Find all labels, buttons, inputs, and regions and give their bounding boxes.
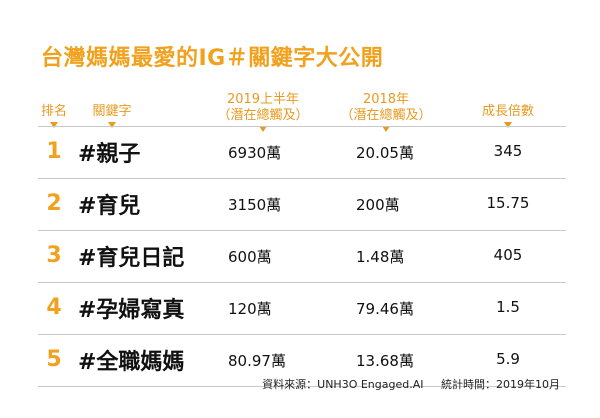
reach-2019: 600萬 [228, 248, 272, 266]
table-row: 4 #孕婦寫真 120萬 79.46萬 1.5 [0, 283, 600, 335]
header-2019: 2019上半年 （潛在總觸及） [208, 92, 318, 132]
row-divider [38, 178, 566, 179]
header-2018-line2: （潛在總觸及） [340, 108, 432, 123]
table-row: 3 #育兒日記 600萬 1.48萬 405 [0, 231, 600, 283]
rank-number: 1 [46, 139, 62, 164]
growth-multiple: 1.5 [496, 298, 520, 316]
rank-number: 4 [46, 295, 62, 320]
arrow-down-icon [259, 126, 267, 132]
header-2018: 2018年 （潛在總觸及） [336, 92, 436, 132]
arrow-down-icon [50, 122, 58, 128]
arrow-down-icon [108, 122, 116, 128]
footer: 資料來源：UNH3O Engaged.AI 統計時間：2019年10月 [262, 376, 560, 392]
reach-2019: 6930萬 [228, 144, 282, 162]
reach-2018: 79.46萬 [356, 300, 414, 318]
reach-2019: 3150萬 [228, 196, 282, 214]
keyword: #育兒 [78, 194, 141, 219]
growth-multiple: 5.9 [496, 350, 520, 368]
table-row: 2 #育兒 3150萬 200萬 15.75 [0, 179, 600, 231]
reach-2018: 13.68萬 [356, 352, 414, 370]
header-growth-label: 成長倍數 [481, 104, 534, 119]
row-divider [38, 386, 566, 387]
row-divider [38, 282, 566, 283]
header-divider [38, 126, 566, 127]
date-note: 統計時間：2019年10月 [441, 378, 560, 391]
rank-number: 3 [46, 243, 62, 268]
reach-2019: 80.97萬 [228, 352, 286, 370]
header-keyword-label: 關鍵字 [92, 104, 132, 119]
keyword: #親子 [78, 142, 141, 167]
rank-number: 5 [46, 347, 62, 372]
header-growth: 成長倍數 [470, 104, 546, 128]
table-row: 5 #全職媽媽 80.97萬 13.68萬 5.9 [0, 335, 600, 387]
growth-multiple: 405 [493, 246, 523, 264]
header-keyword: 關鍵字 [78, 104, 146, 128]
page-title: 台灣媽媽最愛的IG＃關鍵字大公開 [41, 46, 384, 71]
reach-2018: 200萬 [356, 196, 400, 214]
header-2019-line1: 2019上半年 [226, 92, 300, 107]
reach-2018: 20.05萬 [356, 144, 414, 162]
header-2019-line2: （潛在總觸及） [217, 108, 309, 123]
header-2018-line1: 2018年 [362, 92, 410, 107]
growth-multiple: 345 [493, 142, 523, 160]
reach-2019: 120萬 [228, 300, 272, 318]
keyword: #孕婦寫真 [78, 298, 185, 323]
growth-multiple: 15.75 [486, 194, 530, 212]
source-note: 資料來源：UNH3O Engaged.AI [262, 378, 424, 391]
row-divider [38, 334, 566, 335]
header-rank: 排名 [38, 104, 70, 128]
row-divider [38, 230, 566, 231]
keyword: #全職媽媽 [78, 350, 185, 375]
reach-2018: 1.48萬 [356, 248, 405, 266]
arrow-down-icon [382, 126, 390, 132]
header-rank-label: 排名 [40, 104, 67, 119]
arrow-down-icon [504, 122, 512, 128]
table-row: 1 #親子 6930萬 20.05萬 345 [0, 127, 600, 179]
rank-number: 2 [46, 191, 62, 216]
keyword: #育兒日記 [78, 246, 185, 271]
